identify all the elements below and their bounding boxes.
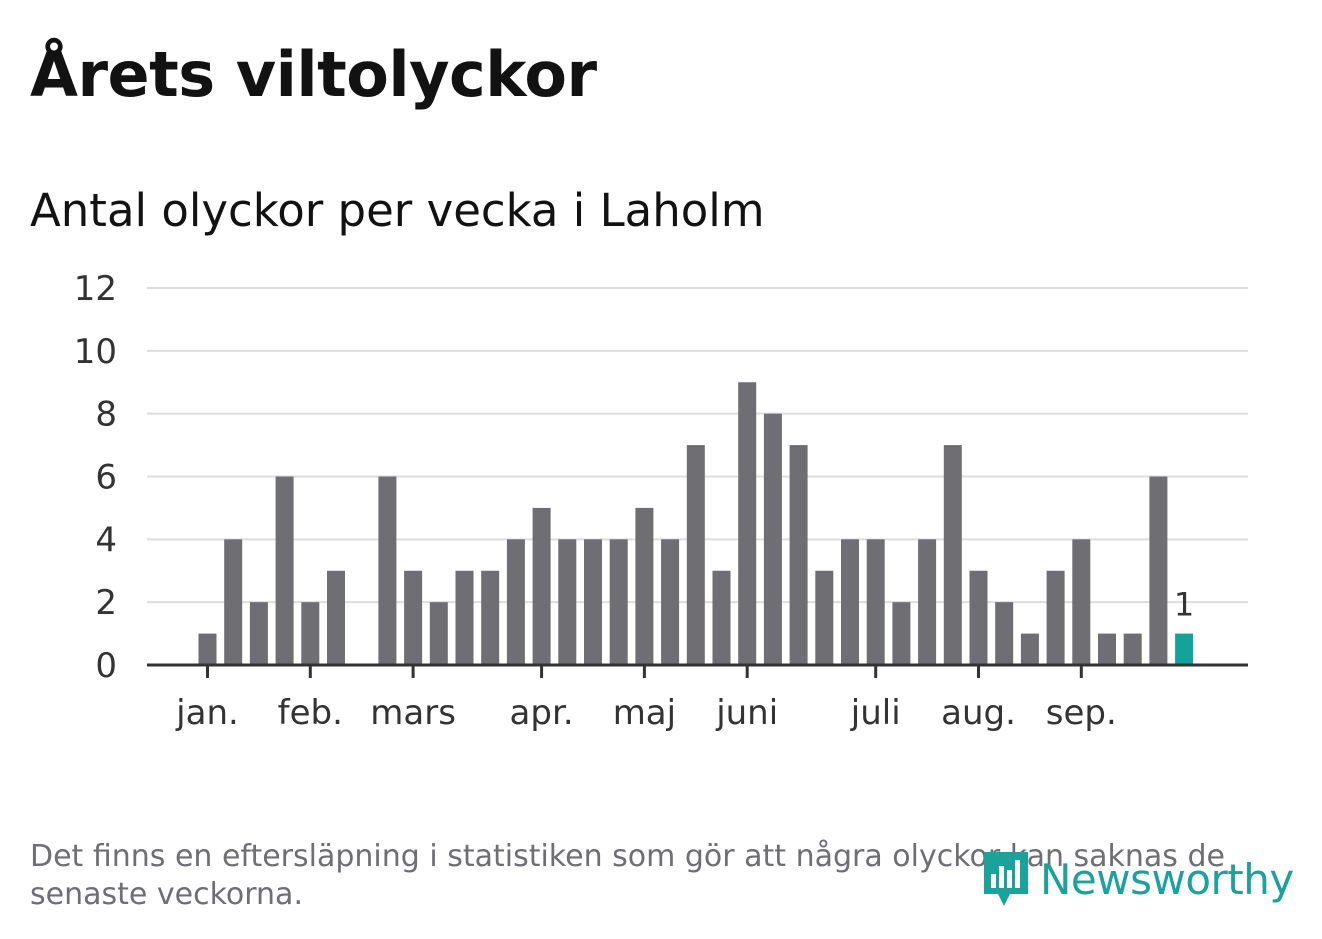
bar — [815, 570, 834, 665]
y-tick-label: 8 — [95, 395, 117, 435]
bar — [1098, 633, 1116, 665]
x-tick-label: aug. — [941, 693, 1016, 733]
x-tick-label: juni — [715, 693, 778, 733]
bar — [609, 539, 628, 665]
bar — [943, 445, 962, 665]
x-tick-label: apr. — [510, 693, 574, 733]
bar — [841, 539, 859, 665]
x-tick-label: juli — [850, 693, 901, 733]
y-tick-label: 0 — [95, 646, 117, 686]
y-tick-label: 10 — [74, 332, 117, 372]
bar — [558, 539, 577, 665]
bar — [532, 507, 551, 665]
x-tick-label: feb. — [278, 693, 343, 733]
bar — [1072, 539, 1091, 665]
bar — [249, 602, 268, 665]
y-tick-label: 4 — [95, 520, 117, 560]
newsworthy-logo[interactable]: Newsworthy — [980, 848, 1294, 910]
bar — [661, 539, 680, 665]
x-tick-label: sep. — [1046, 693, 1117, 733]
chart-subtitle: Antal olyckor per vecka i Laholm — [30, 184, 765, 237]
bar — [429, 602, 448, 665]
bar — [995, 602, 1014, 665]
y-tick-label: 6 — [95, 458, 117, 498]
bar — [712, 570, 731, 665]
bar — [789, 445, 808, 665]
bar — [918, 539, 937, 665]
bar — [635, 507, 654, 665]
y-tick-label: 12 — [74, 269, 117, 309]
bar — [327, 570, 345, 665]
bar-chart: 0 2 4 6 8 10 12 1 jan. feb. mars apr. maj juni juli aug… — [74, 269, 1248, 733]
bar — [404, 570, 423, 665]
bar — [738, 382, 757, 665]
bar — [275, 476, 294, 665]
bar — [198, 633, 217, 665]
bar — [506, 539, 525, 665]
bar — [763, 413, 782, 665]
x-tick-label: jan. — [175, 693, 239, 733]
bar — [969, 570, 988, 665]
bar — [1046, 570, 1065, 665]
chart-title: Årets viltolyckor — [30, 38, 597, 111]
bar — [686, 445, 705, 665]
bar — [892, 602, 911, 665]
bar-value-label: 1 — [1174, 586, 1194, 624]
x-tick-label: mars — [370, 693, 456, 733]
newsworthy-logo-text: Newsworthy — [1040, 854, 1294, 904]
newsworthy-logo-icon — [984, 852, 1028, 906]
bar — [1020, 633, 1039, 665]
x-tick-label: maj — [613, 693, 676, 733]
bar — [301, 602, 320, 665]
bar — [866, 539, 885, 665]
bar-highlight — [1175, 633, 1194, 665]
bar — [584, 539, 602, 665]
bar — [224, 539, 243, 665]
bar — [455, 570, 474, 665]
bar — [481, 570, 500, 665]
bar — [1149, 476, 1168, 665]
y-tick-label: 2 — [95, 583, 117, 623]
bar — [1123, 633, 1142, 665]
bar — [378, 476, 397, 665]
